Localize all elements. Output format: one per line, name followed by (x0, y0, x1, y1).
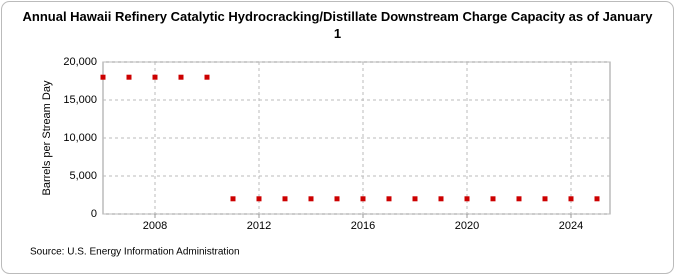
marker (282, 196, 288, 202)
y-axis-label: Barrels per Stream Day (41, 80, 53, 195)
y-tick-label: 15,000 (63, 94, 97, 106)
marker (334, 196, 340, 202)
x-tick-label: 2024 (559, 220, 583, 232)
marker (542, 196, 548, 202)
chart-title: Annual Hawaii Refinery Catalytic Hydrocr… (22, 9, 653, 41)
y-tick-label: 5,000 (69, 170, 97, 182)
marker (230, 196, 236, 202)
source: Source: U.S. Energy Information Administ… (30, 247, 240, 258)
marker (308, 196, 314, 202)
x-tick-label: 2008 (143, 220, 167, 232)
y-tick-label: 10,000 (63, 132, 97, 144)
marker (464, 196, 470, 202)
marker (100, 74, 106, 80)
y-tick-label: 20,000 (63, 56, 97, 68)
x-tick-label: 2020 (455, 220, 479, 232)
marker (178, 74, 184, 80)
marker (126, 74, 132, 80)
marker (204, 74, 210, 80)
marker (516, 196, 522, 202)
x-tick-label: 2016 (351, 220, 375, 232)
x-tick-label: 2012 (247, 220, 271, 232)
marker (360, 196, 366, 202)
marker (594, 196, 600, 202)
marker (386, 196, 392, 202)
marker (152, 74, 158, 80)
marker (490, 196, 496, 202)
marker (256, 196, 262, 202)
marker (412, 196, 418, 202)
marker (568, 196, 574, 202)
y-tick-label: 0 (91, 208, 97, 220)
marker (438, 196, 444, 202)
